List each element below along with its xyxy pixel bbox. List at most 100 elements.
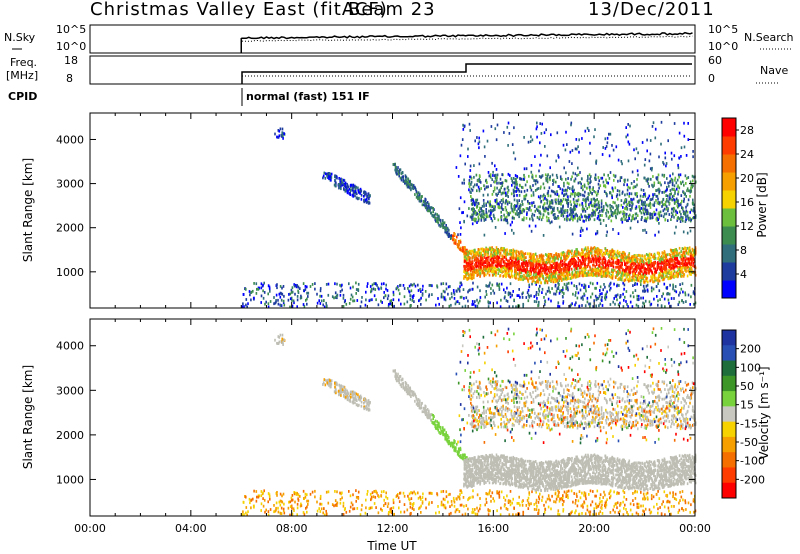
power-point bbox=[675, 273, 678, 277]
power-point bbox=[625, 200, 628, 203]
power-point bbox=[468, 265, 471, 268]
power-point bbox=[480, 209, 483, 213]
power-point bbox=[591, 274, 594, 277]
power-point bbox=[425, 204, 428, 208]
power-point bbox=[496, 301, 498, 305]
power-point bbox=[538, 260, 540, 264]
power-point bbox=[461, 305, 464, 309]
power-point bbox=[510, 258, 513, 262]
power-point bbox=[410, 289, 413, 293]
power-point bbox=[471, 273, 473, 277]
power-point bbox=[482, 210, 485, 213]
power-point bbox=[640, 262, 643, 266]
power-point bbox=[542, 254, 544, 258]
power-point bbox=[642, 280, 645, 284]
power-point bbox=[466, 270, 468, 274]
power-point bbox=[469, 190, 471, 194]
power-point bbox=[493, 255, 495, 258]
power-point bbox=[604, 261, 606, 265]
power-point bbox=[657, 173, 660, 177]
power-point bbox=[479, 267, 481, 271]
power-point bbox=[657, 202, 660, 205]
power-point bbox=[496, 193, 498, 197]
power-point bbox=[629, 213, 631, 217]
power-point bbox=[481, 249, 484, 253]
power-point bbox=[575, 212, 577, 216]
power-point bbox=[582, 253, 584, 256]
power-point bbox=[409, 297, 412, 301]
power-point bbox=[595, 249, 598, 253]
power-point bbox=[652, 175, 654, 178]
power-point bbox=[506, 269, 508, 272]
power-point bbox=[334, 296, 337, 299]
power-point bbox=[596, 269, 598, 272]
power-point bbox=[490, 204, 493, 208]
power-point bbox=[386, 289, 389, 292]
power-point bbox=[589, 273, 591, 277]
power-point bbox=[569, 304, 571, 308]
power-point bbox=[627, 279, 630, 283]
power-point bbox=[476, 274, 478, 277]
power-point bbox=[540, 281, 542, 284]
power-point bbox=[279, 127, 282, 131]
power-point bbox=[426, 207, 429, 211]
power-point bbox=[291, 290, 294, 294]
power-point bbox=[629, 263, 632, 267]
power-point bbox=[535, 272, 537, 276]
power-point bbox=[613, 268, 616, 272]
power-point bbox=[588, 203, 590, 206]
power-point bbox=[529, 263, 531, 267]
power-point bbox=[658, 216, 660, 220]
power-point bbox=[378, 287, 380, 291]
power-point bbox=[667, 292, 669, 295]
power-point bbox=[398, 168, 401, 172]
power-point bbox=[549, 176, 551, 180]
power-point bbox=[572, 210, 574, 214]
power-point bbox=[484, 261, 487, 264]
power-point bbox=[626, 188, 629, 192]
power-point bbox=[680, 266, 683, 270]
power-point bbox=[625, 256, 628, 260]
power-point bbox=[573, 261, 575, 265]
power-point bbox=[484, 253, 486, 257]
power-point bbox=[398, 171, 401, 175]
power-point bbox=[279, 295, 282, 299]
power-point bbox=[479, 210, 481, 214]
power-point bbox=[453, 232, 455, 235]
power-point bbox=[501, 202, 503, 206]
power-point bbox=[471, 303, 473, 306]
power-point bbox=[415, 195, 418, 199]
power-point bbox=[485, 215, 488, 219]
power-point bbox=[567, 272, 569, 276]
power-point bbox=[463, 277, 465, 280]
power-point bbox=[470, 175, 472, 179]
power-point bbox=[460, 283, 463, 287]
power-point bbox=[452, 238, 454, 242]
power-point bbox=[552, 272, 554, 275]
power-point bbox=[676, 275, 679, 279]
power-point bbox=[244, 287, 246, 290]
power-point bbox=[641, 265, 644, 269]
power-point bbox=[519, 177, 521, 180]
power-point bbox=[639, 269, 642, 272]
power-point bbox=[675, 181, 678, 185]
power-point bbox=[466, 267, 469, 270]
power-point bbox=[497, 256, 499, 259]
power-point bbox=[589, 268, 591, 272]
power-point bbox=[665, 262, 668, 266]
power-point bbox=[348, 192, 350, 195]
power-point bbox=[497, 262, 500, 266]
power-point bbox=[585, 272, 588, 276]
power-point bbox=[677, 216, 679, 219]
power-point bbox=[690, 283, 693, 287]
power-point bbox=[667, 298, 670, 302]
power-point bbox=[553, 278, 555, 281]
power-point bbox=[357, 186, 359, 190]
power-point bbox=[646, 212, 648, 215]
power-point bbox=[657, 303, 659, 307]
power-point bbox=[616, 193, 619, 197]
power-point bbox=[570, 217, 572, 220]
power-point bbox=[602, 261, 605, 265]
power-point bbox=[518, 304, 521, 308]
power-point bbox=[561, 199, 563, 203]
